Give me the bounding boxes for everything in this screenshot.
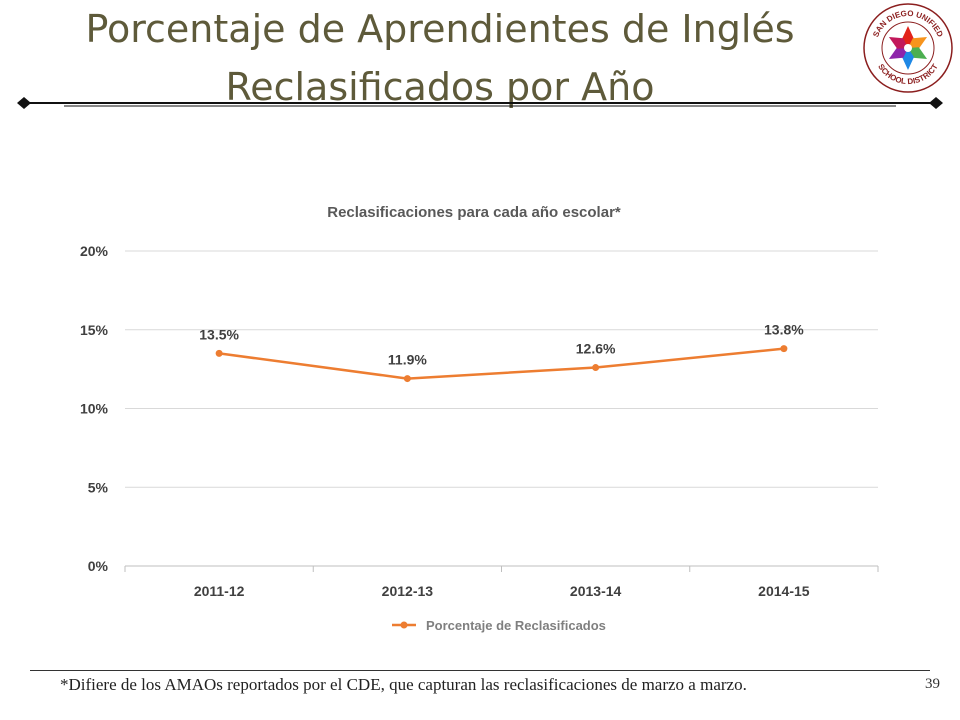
y-axis-tick-labels: 0% 5% 10% 15% 20% [80, 243, 109, 574]
legend-entry-label: Porcentaje de Reclasificados [426, 618, 606, 633]
y-tick-label: 10% [80, 401, 109, 417]
x-tick-label: 2011-12 [194, 583, 245, 599]
y-tick-label: 5% [88, 479, 109, 495]
footer-divider [30, 670, 930, 671]
star-flower-logo-icon [888, 26, 928, 70]
y-tick-label: 15% [80, 322, 109, 338]
slide-title-line-1: Porcentaje de Aprendientes de Inglés [85, 7, 795, 51]
title-divider [17, 97, 943, 109]
data-point [780, 345, 788, 353]
x-tick-label: 2012-13 [382, 583, 434, 599]
district-logo: SAN DIEGO UNIFIED SCHOOL DISTRICT [863, 3, 953, 93]
data-point [403, 375, 411, 383]
line-chart: Reclasificaciones para cada año escolar*… [80, 204, 879, 633]
y-tick-label: 0% [88, 558, 109, 574]
legend-marker-swatch [400, 621, 408, 629]
page-number: 39 [925, 676, 940, 692]
data-label: 12.6% [576, 341, 616, 357]
data-label: 13.8% [764, 322, 804, 338]
logo-petal [908, 37, 928, 49]
series-porcentaje: 13.5% 11.9% 12.6% 13.8% [199, 322, 804, 383]
y-tick-label: 20% [80, 243, 109, 259]
data-point [215, 349, 223, 357]
data-label: 13.5% [199, 326, 239, 342]
footnote: *Difiere de los AMAOs reportados por el … [60, 675, 747, 694]
series-line [218, 347, 784, 380]
logo-center [904, 44, 912, 52]
logo-petal [888, 47, 908, 59]
chart-legend: Porcentaje de Reclasificados [392, 618, 606, 633]
divider-right-diamond-icon [929, 97, 943, 109]
slide-title-line-2: Reclasificados por Año [225, 65, 655, 109]
x-tick-label: 2014-15 [758, 583, 810, 599]
divider-left-diamond-icon [17, 97, 31, 109]
gridlines [124, 250, 879, 572]
x-axis-tick-labels: 2011-12 2012-13 2013-14 2014-15 [194, 583, 810, 599]
x-tick-label: 2013-14 [570, 583, 622, 599]
slide-title: Porcentaje de Aprendientes de Inglés Rec… [20, 0, 860, 116]
data-point [592, 364, 600, 372]
data-label: 11.9% [388, 352, 427, 368]
chart-title: Reclasificaciones para cada año escolar* [327, 204, 621, 221]
logo-petal [888, 37, 908, 49]
